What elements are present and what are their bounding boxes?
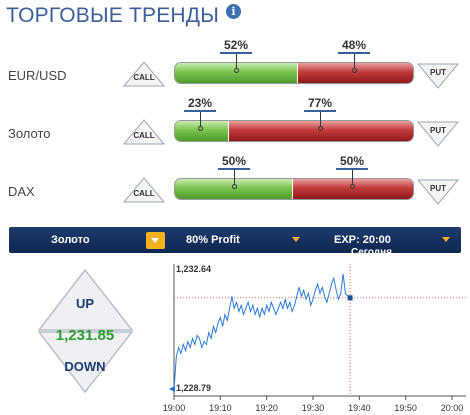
put-dot <box>352 68 357 73</box>
trend-row-eurusd: EUR/USD CALL PUT 52% 48% <box>0 38 470 90</box>
call-button-label: CALL <box>133 73 155 82</box>
x-tick-label: 19:20 <box>255 403 278 413</box>
put-percent-underline <box>338 52 370 54</box>
call-button[interactable] <box>122 60 166 90</box>
put-percent-underline <box>336 168 368 170</box>
expiry-selector-label[interactable]: EXP: 20:00 <box>334 234 391 246</box>
call-pointer <box>234 170 235 184</box>
expiry-day-label: Сегодня <box>351 247 393 258</box>
put-percent: 48% <box>341 38 367 52</box>
call-percent: 50% <box>221 154 247 168</box>
x-tick-labels: 19:00 19:10 19:20 19:30 19:40 19:50 20:00 <box>163 396 464 413</box>
asset-dropdown-button[interactable] <box>146 232 165 249</box>
put-button-label: PUT <box>430 184 446 193</box>
page-title: ТОРГОВЫЕ ТРЕНДЫ <box>6 4 220 27</box>
x-tick-label: 19:30 <box>302 403 325 413</box>
put-share-fill <box>228 121 413 141</box>
x-tick-label: 19:50 <box>394 403 417 413</box>
call-share-fill <box>175 179 294 199</box>
up-button[interactable] <box>37 268 134 331</box>
call-share-fill <box>175 121 230 141</box>
call-button-label: CALL <box>133 189 155 198</box>
info-icon[interactable]: i <box>226 4 241 19</box>
trend-row-dax: DAX CALL PUT 50% 50% <box>0 154 470 206</box>
call-dot <box>234 68 239 73</box>
call-pointer <box>200 112 201 126</box>
x-tick-label: 19:10 <box>209 403 232 413</box>
expiry-dropdown-icon[interactable] <box>442 237 450 242</box>
price-chart: 1,232.64 1,228.79 19:00 19:10 19:20 19:30 19… <box>163 264 466 413</box>
asset-label: Золото <box>8 126 51 141</box>
profit-selector-label[interactable]: 80% Profit <box>186 234 240 246</box>
asset-label: EUR/USD <box>8 68 67 83</box>
asset-label: DAX <box>8 184 35 199</box>
call-dot <box>232 184 237 189</box>
put-button[interactable] <box>416 176 460 206</box>
put-percent: 50% <box>339 154 365 168</box>
put-button-label: PUT <box>430 126 446 135</box>
asset-selector-label[interactable]: Золото <box>51 234 90 246</box>
call-share-fill <box>175 63 299 83</box>
profit-dropdown-icon[interactable] <box>292 237 300 242</box>
sentiment-bar <box>174 62 414 84</box>
put-pointer <box>354 54 355 68</box>
call-percent: 23% <box>187 96 213 110</box>
down-label: DOWN <box>64 359 105 374</box>
up-label: UP <box>76 296 94 311</box>
trend-row-gold: Золото CALL PUT 23% 77% <box>0 96 470 148</box>
call-dot <box>198 126 203 131</box>
put-percent-underline <box>304 110 336 112</box>
call-button[interactable] <box>122 118 166 148</box>
x-tick-label: 19:00 <box>163 403 186 413</box>
call-button-label: CALL <box>133 131 155 140</box>
sentiment-bar <box>174 178 414 200</box>
call-percent: 52% <box>223 38 249 52</box>
call-pointer <box>236 54 237 68</box>
x-tick-label: 19:40 <box>348 403 371 413</box>
put-button[interactable] <box>416 118 460 148</box>
start-marker-icon <box>169 386 175 392</box>
current-price-marker <box>347 295 353 301</box>
sentiment-bar <box>174 120 414 142</box>
low-price-label: 1,228.79 <box>176 383 211 393</box>
updown-control: UP DOWN <box>37 268 134 394</box>
down-button[interactable] <box>37 331 134 394</box>
put-share-fill <box>292 179 413 199</box>
call-percent-underline <box>184 110 216 112</box>
put-pointer <box>320 112 321 126</box>
call-percent-underline <box>218 168 250 170</box>
put-dot <box>350 184 355 189</box>
call-percent-underline <box>220 52 252 54</box>
high-price-label: 1,232.64 <box>176 264 211 274</box>
put-share-fill <box>297 63 413 83</box>
put-dot <box>318 126 323 131</box>
x-tick-label: 20:00 <box>441 403 464 413</box>
trade-toolbar: Золото 80% Profit EXP: 20:00 Сегодня <box>9 227 461 258</box>
call-button[interactable] <box>122 176 166 206</box>
current-price: 1,231.85 <box>55 327 115 344</box>
put-button-label: PUT <box>430 68 446 77</box>
put-percent: 77% <box>307 96 333 110</box>
put-pointer <box>352 170 353 184</box>
put-button[interactable] <box>416 60 460 90</box>
price-series-line <box>173 273 351 391</box>
